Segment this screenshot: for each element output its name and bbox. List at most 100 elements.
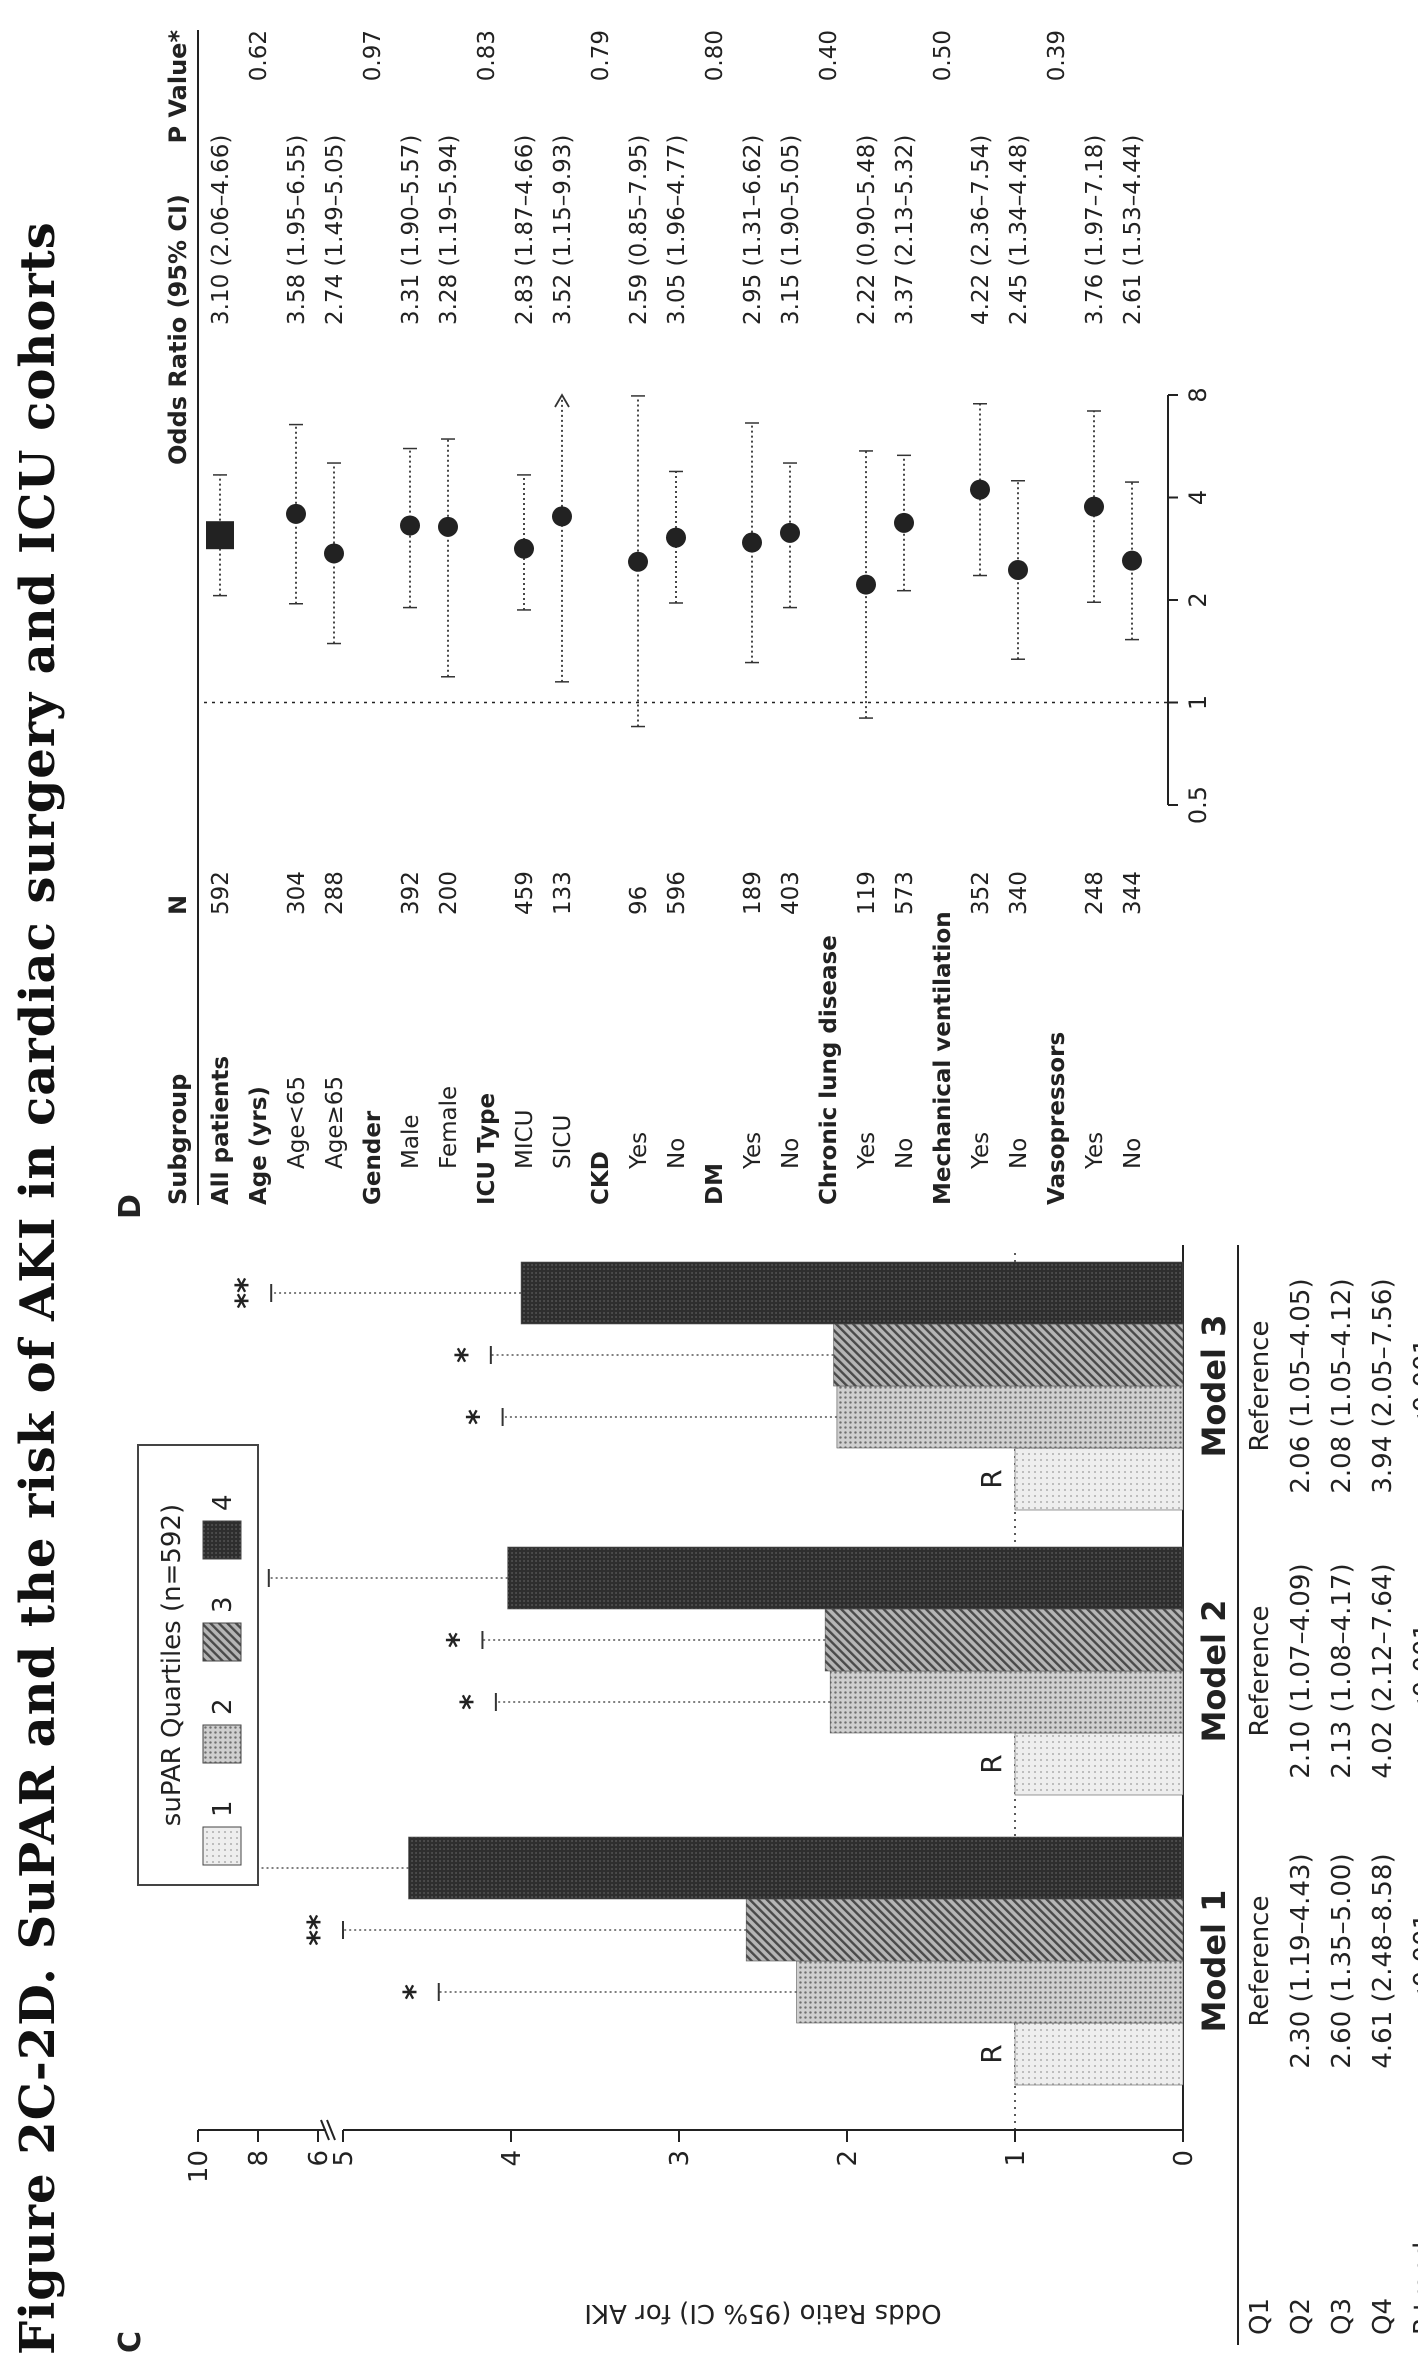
bar — [408, 1836, 1184, 1900]
panel-d-letter: D — [113, 1194, 148, 1219]
row-n: 392 — [398, 871, 424, 915]
row-n: 403 — [778, 871, 804, 915]
table-row-label: Q1 — [1245, 2298, 1275, 2335]
row-odds-ratio: 3.37 (2.13–5.32) — [892, 135, 918, 325]
figure-title: Figure 2C-2D. SuPAR and the risk of AKI … — [10, 221, 66, 2355]
table-cell: 2.10 (1.07–4.09) — [1286, 1563, 1316, 1778]
y-tick-label: 1 — [1001, 2150, 1031, 2167]
table-cell: 2.08 (1.05–4.12) — [1327, 1278, 1357, 1493]
bar — [1014, 1447, 1184, 1511]
point-estimate-dot — [552, 506, 572, 527]
header-n: N — [164, 895, 192, 915]
point-estimate-dot — [894, 512, 914, 533]
legend-label: 2 — [208, 1698, 238, 1715]
row-label: Yes — [626, 1132, 652, 1170]
row-n: 344 — [1120, 871, 1146, 915]
point-estimate-dot — [666, 527, 686, 548]
row-odds-ratio: 2.74 (1.49–5.05) — [322, 135, 348, 325]
row-label: No — [664, 1138, 690, 1169]
table-cell: Reference — [1245, 1606, 1275, 1737]
table-row-label: Q2 — [1286, 2298, 1316, 2335]
point-estimate-dot — [324, 543, 344, 564]
x-tick-label: 2 — [1184, 592, 1212, 607]
row-n: 189 — [740, 871, 766, 915]
header-p-value: P Value* — [164, 30, 192, 144]
y-tick-label: 2 — [833, 2150, 863, 2167]
row-n: 96 — [626, 886, 652, 915]
row-odds-ratio: 2.59 (0.85–7.95) — [626, 135, 652, 325]
table-row-label: Q4 — [1368, 2298, 1398, 2335]
x-tick-label: 4 — [1184, 490, 1212, 505]
row-n: 304 — [284, 871, 310, 915]
table-cell: Reference — [1245, 1321, 1275, 1452]
row-n: 459 — [512, 871, 538, 915]
axis-break-mark — [326, 2119, 336, 2141]
row-odds-ratio: 2.22 (0.90–5.48) — [854, 135, 880, 325]
point-estimate-dot — [856, 574, 876, 595]
bar — [1014, 1732, 1184, 1796]
significance-label: * — [441, 1632, 476, 1648]
table-cell: <0.001 — [1409, 1338, 1418, 1434]
point-estimate-dot — [514, 538, 534, 559]
row-odds-ratio: 2.45 (1.34–4.48) — [1006, 135, 1032, 325]
reference-marker: R — [975, 1754, 1008, 1773]
row-n: 596 — [664, 871, 690, 915]
y-tick-label: 4 — [497, 2150, 527, 2167]
bar — [1014, 2022, 1184, 2086]
row-label: All patients — [208, 1056, 234, 1205]
panel-c-letter: C — [113, 2331, 148, 2353]
row-label: Gender — [360, 1110, 386, 1205]
table-cell: 4.02 (2.12–7.64) — [1368, 1563, 1398, 1778]
row-odds-ratio: 3.05 (1.96–4.77) — [664, 135, 690, 325]
row-label: Yes — [968, 1132, 994, 1170]
bar — [833, 1323, 1184, 1387]
row-label: Age (yrs) — [246, 1086, 272, 1205]
row-p-value: 0.79 — [588, 30, 614, 81]
row-odds-ratio: 3.52 (1.15–9.93) — [550, 135, 576, 325]
row-label: Yes — [854, 1132, 880, 1170]
bar — [745, 1898, 1184, 1962]
row-label: Vasopressors — [1044, 1032, 1070, 1205]
table-cell: 4.61 (2.48–8.58) — [1368, 1853, 1398, 2068]
row-n: 133 — [550, 871, 576, 915]
row-label: No — [892, 1138, 918, 1169]
significance-label: * — [450, 1347, 485, 1363]
header-odds-ratio: Odds Ratio (95% CI) — [164, 194, 192, 465]
legend-label: 3 — [208, 1596, 238, 1613]
y-tick-label: 5 — [329, 2150, 359, 2167]
point-estimate-dot — [286, 503, 306, 524]
x-tick-label: 1 — [1184, 695, 1212, 710]
x-tick-label: 0.5 — [1184, 786, 1212, 824]
legend-swatch — [202, 1826, 242, 1866]
point-estimate-dot — [742, 532, 762, 553]
bar — [829, 1670, 1184, 1734]
row-p-value: 0.39 — [1044, 30, 1070, 81]
row-p-value: 0.50 — [930, 30, 956, 81]
row-n: 119 — [854, 871, 880, 915]
row-label: CKD — [588, 1151, 614, 1205]
y-axis-label: Odds Ratio (95% CI) for AKI — [584, 2298, 941, 2328]
point-estimate-dot — [438, 516, 458, 537]
row-odds-ratio: 3.76 (1.97–7.18) — [1082, 135, 1108, 325]
point-estimate-dot — [970, 479, 990, 500]
significance-label: ** — [302, 1914, 337, 1946]
axis-break-mark — [320, 2119, 330, 2141]
legend-swatch — [202, 1622, 242, 1662]
legend-label: 1 — [208, 1800, 238, 1817]
point-estimate-dot — [1122, 550, 1142, 571]
row-label: Male — [398, 1115, 424, 1169]
x-category-label: Model 2 — [1195, 1600, 1233, 1743]
significance-label: * — [462, 1409, 497, 1425]
row-p-value: 0.80 — [702, 30, 728, 81]
point-estimate-dot — [628, 551, 648, 572]
row-odds-ratio: 2.61 (1.53–4.44) — [1120, 135, 1146, 325]
row-label: Female — [436, 1086, 462, 1169]
row-odds-ratio: 3.58 (1.95–6.55) — [284, 135, 310, 325]
bar — [824, 1608, 1184, 1672]
row-n: 340 — [1006, 871, 1032, 915]
row-label: Mechanical ventilation — [930, 911, 956, 1205]
row-odds-ratio: 3.10 (2.06–4.66) — [208, 135, 234, 325]
row-label: No — [778, 1138, 804, 1169]
table-cell: Reference — [1245, 1896, 1275, 2027]
